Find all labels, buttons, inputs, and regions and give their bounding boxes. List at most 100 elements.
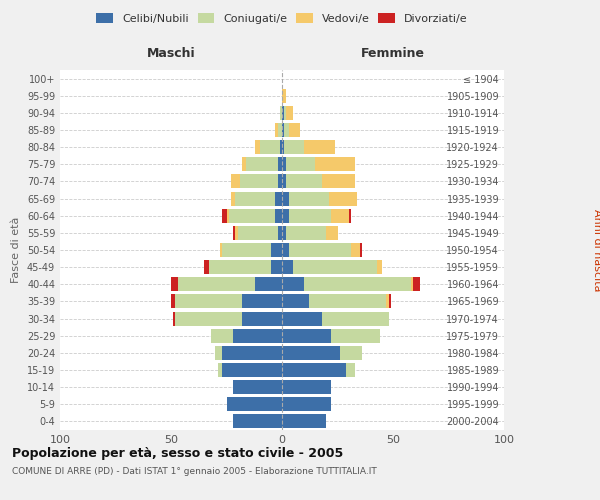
Bar bbox=[218, 363, 222, 377]
Bar bbox=[282, 140, 284, 154]
Bar bbox=[280, 106, 282, 120]
Bar bbox=[286, 174, 322, 188]
Bar bbox=[282, 88, 286, 102]
Bar bbox=[238, 226, 278, 240]
Bar bbox=[278, 174, 282, 188]
Text: COMUNE DI ARRE (PD) - Dati ISTAT 1° gennaio 2005 - Elaborazione TUTTITALIA.IT: COMUNE DI ARRE (PD) - Dati ISTAT 1° genn… bbox=[12, 468, 377, 476]
Bar bbox=[256, 140, 260, 154]
Bar bbox=[308, 294, 386, 308]
Bar bbox=[282, 328, 331, 342]
Bar bbox=[275, 208, 282, 222]
Bar bbox=[377, 260, 382, 274]
Bar bbox=[280, 140, 282, 154]
Bar bbox=[282, 363, 346, 377]
Text: Femmine: Femmine bbox=[361, 46, 425, 60]
Bar bbox=[329, 192, 358, 205]
Bar bbox=[227, 208, 229, 222]
Bar bbox=[304, 140, 335, 154]
Bar bbox=[282, 243, 289, 257]
Bar bbox=[282, 414, 326, 428]
Bar bbox=[289, 192, 329, 205]
Bar bbox=[282, 278, 304, 291]
Bar bbox=[222, 243, 271, 257]
Bar bbox=[278, 123, 282, 137]
Bar bbox=[242, 312, 282, 326]
Bar bbox=[282, 380, 331, 394]
Bar bbox=[340, 346, 362, 360]
Bar bbox=[389, 294, 391, 308]
Bar bbox=[282, 106, 284, 120]
Text: Anni di nascita: Anni di nascita bbox=[592, 209, 600, 291]
Bar bbox=[211, 328, 233, 342]
Bar bbox=[229, 208, 275, 222]
Bar bbox=[346, 363, 355, 377]
Bar bbox=[282, 158, 286, 172]
Bar bbox=[222, 208, 227, 222]
Bar bbox=[316, 158, 355, 172]
Bar bbox=[286, 226, 326, 240]
Bar bbox=[331, 208, 349, 222]
Bar bbox=[173, 312, 175, 326]
Bar bbox=[289, 123, 300, 137]
Bar bbox=[304, 278, 411, 291]
Bar bbox=[235, 226, 238, 240]
Bar bbox=[282, 174, 286, 188]
Bar bbox=[282, 226, 286, 240]
Bar bbox=[386, 294, 389, 308]
Bar bbox=[275, 123, 278, 137]
Bar bbox=[293, 260, 377, 274]
Bar bbox=[233, 226, 235, 240]
Bar bbox=[242, 294, 282, 308]
Bar bbox=[282, 312, 322, 326]
Bar bbox=[178, 278, 256, 291]
Bar bbox=[242, 158, 247, 172]
Bar bbox=[260, 140, 280, 154]
Bar bbox=[286, 158, 316, 172]
Bar bbox=[284, 106, 286, 120]
Bar bbox=[282, 398, 331, 411]
Bar bbox=[351, 243, 360, 257]
Bar bbox=[233, 328, 282, 342]
Bar bbox=[326, 226, 337, 240]
Bar bbox=[322, 312, 389, 326]
Bar bbox=[247, 158, 278, 172]
Bar bbox=[282, 192, 289, 205]
Bar bbox=[411, 278, 413, 291]
Bar bbox=[284, 140, 304, 154]
Bar bbox=[282, 260, 293, 274]
Bar bbox=[278, 158, 282, 172]
Bar bbox=[289, 208, 331, 222]
Bar bbox=[175, 312, 242, 326]
Bar bbox=[282, 208, 289, 222]
Bar bbox=[289, 243, 351, 257]
Bar bbox=[233, 380, 282, 394]
Y-axis label: Fasce di età: Fasce di età bbox=[11, 217, 21, 283]
Bar bbox=[275, 192, 282, 205]
Bar bbox=[284, 123, 289, 137]
Legend: Celibi/Nubili, Coniugati/e, Vedovi/e, Divorziati/e: Celibi/Nubili, Coniugati/e, Vedovi/e, Di… bbox=[94, 10, 470, 26]
Bar bbox=[240, 174, 278, 188]
Bar bbox=[233, 414, 282, 428]
Bar bbox=[282, 346, 340, 360]
Bar bbox=[282, 123, 284, 137]
Bar bbox=[271, 243, 282, 257]
Bar bbox=[220, 243, 222, 257]
Bar bbox=[349, 208, 351, 222]
Bar bbox=[278, 226, 282, 240]
Bar bbox=[204, 260, 209, 274]
Bar bbox=[331, 328, 380, 342]
Bar bbox=[235, 192, 275, 205]
Bar bbox=[171, 278, 178, 291]
Text: Maschi: Maschi bbox=[146, 46, 196, 60]
Text: Popolazione per età, sesso e stato civile - 2005: Popolazione per età, sesso e stato civil… bbox=[12, 448, 343, 460]
Bar bbox=[231, 192, 235, 205]
Bar bbox=[171, 294, 175, 308]
Bar bbox=[286, 106, 293, 120]
Bar bbox=[175, 294, 242, 308]
Bar bbox=[282, 294, 308, 308]
Bar bbox=[222, 346, 282, 360]
Bar bbox=[227, 398, 282, 411]
Bar bbox=[413, 278, 419, 291]
Bar bbox=[322, 174, 355, 188]
Bar bbox=[222, 363, 282, 377]
